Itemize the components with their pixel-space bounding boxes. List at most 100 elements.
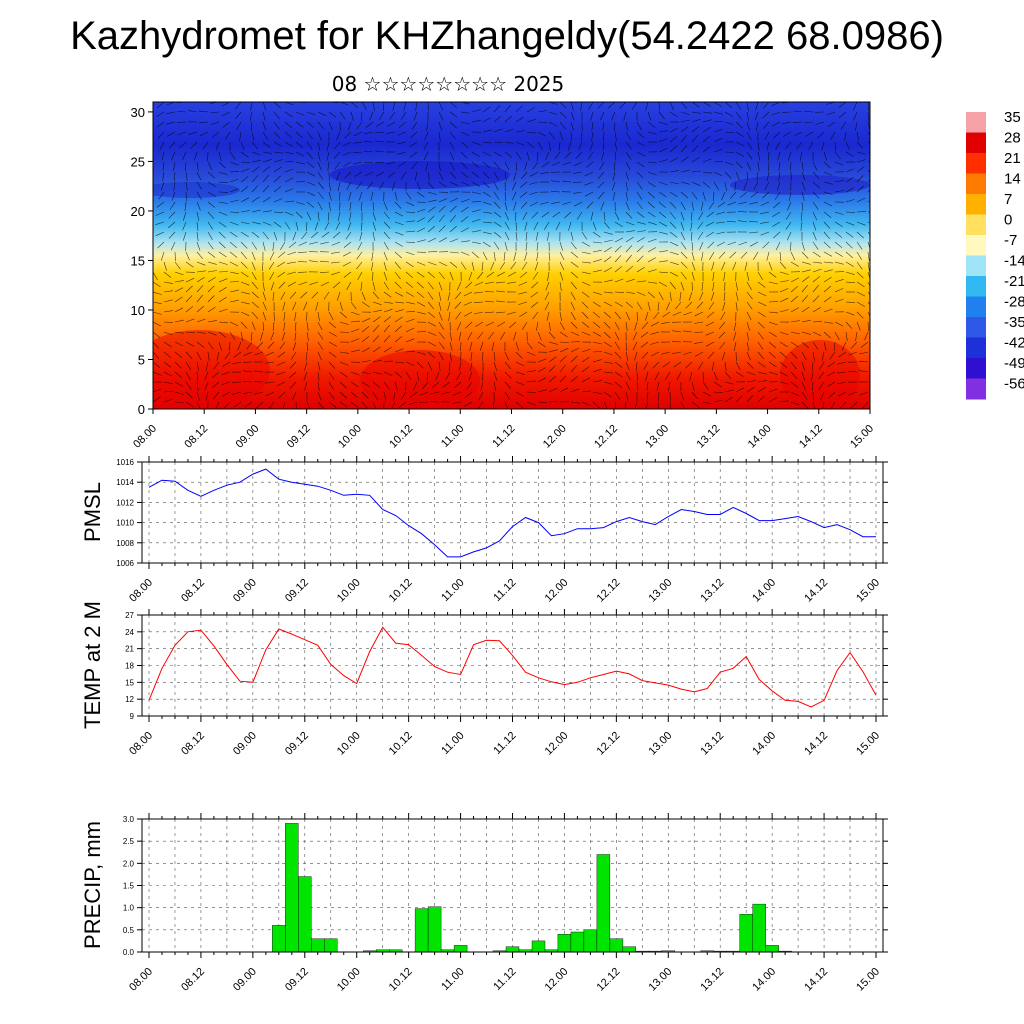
wind-arrow: [834, 231, 843, 238]
wind-arrow: [254, 370, 264, 373]
wind-arrow: [790, 391, 800, 397]
wind-arrow: [250, 331, 253, 342]
wind-arrow: [685, 301, 693, 309]
wind-arrow: [174, 391, 184, 395]
wind-arrow: [766, 141, 770, 151]
wind-arrow: [493, 381, 497, 391]
wind-arrow: [277, 261, 286, 267]
wind-arrow: [463, 401, 473, 407]
wind-arrow: [163, 261, 167, 271]
wind-arrow: [856, 321, 861, 331]
wind-arrow: [372, 381, 381, 388]
wind-arrow: [559, 348, 569, 353]
wind-arrow: [240, 321, 248, 329]
wind-arrow: [262, 121, 267, 131]
y-tick-label: 15: [125, 678, 134, 687]
wind-arrow: [460, 206, 469, 213]
wind-arrow: [658, 111, 665, 120]
wind-arrow: [580, 131, 583, 141]
wind-arrow: [196, 221, 199, 231]
wind-arrow: [570, 271, 578, 279]
wind-arrow: [656, 381, 660, 391]
wind-arrow: [343, 161, 352, 167]
wind-arrow: [408, 401, 418, 405]
wind-arrow: [482, 171, 490, 179]
wind-arrow: [702, 401, 712, 405]
wind-arrow: [625, 311, 630, 321]
wind-arrow: [603, 291, 613, 294]
chart-subtitle: 08 ☆☆☆☆☆☆☆☆ 2025: [331, 72, 565, 96]
wind-arrow: [422, 381, 429, 390]
wind-arrow: [174, 341, 184, 347]
wind-arrow: [658, 191, 667, 198]
wind-arrow: [232, 361, 242, 365]
wind-arrow: [273, 211, 284, 213]
wind-arrow: [812, 191, 820, 199]
wind-arrow: [614, 221, 623, 228]
wind-arrow: [361, 201, 363, 212]
wind-arrow: [636, 371, 638, 382]
wind-arrow: [270, 331, 275, 341]
wind-arrow: [834, 288, 844, 293]
wind-arrow: [157, 241, 165, 249]
wind-arrow: [204, 381, 209, 391]
wind-arrow: [262, 141, 271, 148]
wind-arrow: [405, 201, 415, 206]
wind-arrow: [718, 251, 726, 259]
wind-arrow: [190, 141, 198, 149]
wind-arrow: [513, 251, 517, 261]
wind-arrow: [581, 281, 591, 286]
wind-arrow: [592, 249, 602, 253]
wind-arrow: [379, 181, 385, 190]
wind-arrow: [658, 250, 668, 253]
wind-arrow: [735, 111, 742, 120]
wind-arrow: [416, 227, 426, 233]
wind-arrow: [755, 121, 759, 131]
wind-arrow: [504, 191, 507, 202]
wind-arrow: [383, 335, 391, 343]
wind-arrow: [153, 212, 154, 213]
wind-arrow: [372, 291, 380, 299]
wind-arrow: [288, 241, 297, 248]
wind-arrow: [163, 371, 173, 377]
wind-arrow: [468, 371, 473, 381]
wind-arrow: [240, 251, 248, 259]
wind-arrow: [361, 301, 370, 308]
wind-arrow: [372, 301, 382, 306]
wind-arrow: [783, 131, 792, 137]
wind-arrow: [442, 381, 451, 388]
wind-arrow: [298, 281, 308, 286]
wind-arrow: [812, 221, 817, 231]
wind-arrow: [185, 181, 188, 191]
wind-arrow: [349, 201, 352, 211]
wind-arrow: [336, 171, 341, 181]
x-tick-label: 08.12: [182, 423, 210, 451]
wind-arrow: [645, 311, 649, 321]
wind-arrow: [251, 175, 259, 183]
wind-arrow: [525, 231, 528, 241]
wind-arrow: [295, 151, 305, 157]
wind-arrow: [427, 311, 436, 318]
wind-arrow: [580, 102, 583, 111]
wind-arrow: [834, 279, 844, 283]
wind-arrow: [207, 285, 215, 293]
wind-arrow: [344, 171, 352, 179]
wind-arrow: [614, 255, 622, 263]
wind-arrow: [306, 161, 315, 168]
wind-arrow: [317, 111, 327, 117]
x-tick-label: 08.00: [127, 577, 155, 605]
wind-arrow: [493, 201, 501, 209]
wind-arrow: [438, 321, 444, 330]
wind-arrow: [625, 301, 634, 309]
wind-arrow: [460, 141, 469, 148]
wind-arrow: [526, 107, 535, 113]
wind-arrow: [650, 321, 660, 327]
wind-arrow: [484, 300, 495, 303]
wind-arrow: [334, 161, 341, 170]
wind-arrow: [482, 191, 491, 197]
wind-arrow: [174, 401, 185, 404]
wind-arrow: [184, 201, 187, 211]
wind-arrow: [746, 161, 752, 171]
x-tick-label: 14.12: [802, 730, 830, 758]
wind-arrow: [801, 351, 807, 361]
